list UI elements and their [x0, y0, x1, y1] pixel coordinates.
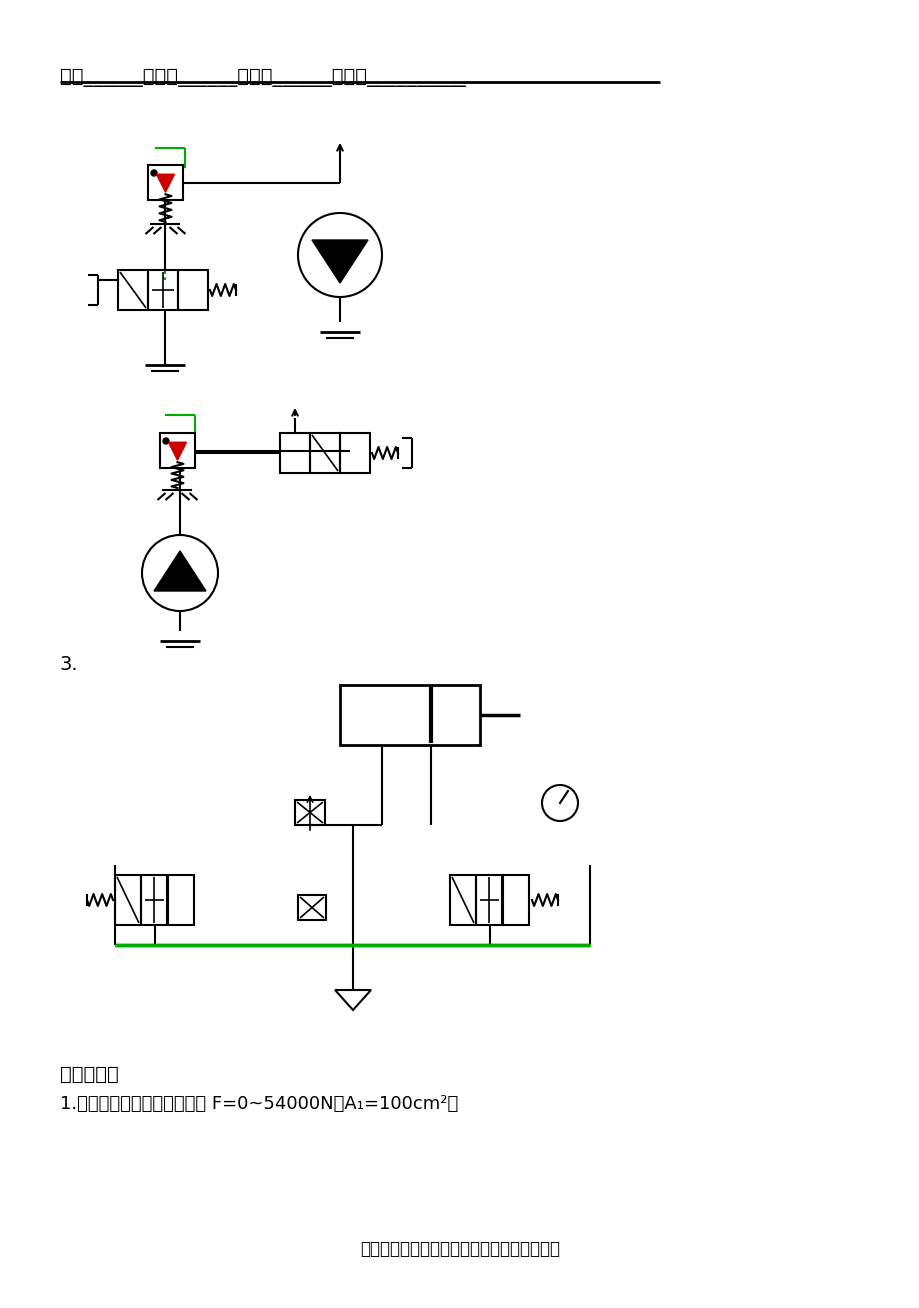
- Bar: [148, 269, 177, 310]
- Circle shape: [163, 438, 169, 443]
- Polygon shape: [156, 174, 175, 192]
- Bar: [310, 433, 340, 473]
- Text: 1.进口节流调速回路中，已知 F=0~54000N，A₁=100cm²，: 1.进口节流调速回路中，已知 F=0~54000N，A₁=100cm²，: [60, 1095, 458, 1113]
- Text: 六．计算题: 六．计算题: [60, 1065, 119, 1084]
- Bar: [340, 433, 369, 473]
- Bar: [475, 875, 502, 925]
- Bar: [118, 269, 148, 310]
- Bar: [115, 875, 141, 925]
- Polygon shape: [153, 551, 206, 591]
- Circle shape: [142, 535, 218, 611]
- Circle shape: [298, 213, 381, 297]
- Text: 3.: 3.: [60, 655, 78, 674]
- Text: 复习资料，自我完善，仅供参考，考完上交！: 复习资料，自我完善，仅供参考，考完上交！: [359, 1240, 560, 1258]
- Bar: [160, 433, 195, 468]
- Bar: [298, 895, 325, 920]
- Circle shape: [151, 170, 157, 177]
- Bar: [279, 433, 310, 473]
- Bar: [340, 685, 480, 746]
- Bar: [295, 800, 324, 825]
- Bar: [177, 269, 208, 310]
- Bar: [148, 165, 183, 200]
- Bar: [503, 875, 528, 925]
- Text: 年级______；层次______；专业______；姓名__________: 年级______；层次______；专业______；姓名__________: [60, 68, 465, 88]
- Bar: [168, 875, 194, 925]
- Polygon shape: [168, 442, 187, 460]
- Circle shape: [541, 785, 577, 821]
- Bar: [449, 875, 475, 925]
- Bar: [141, 875, 167, 925]
- Polygon shape: [312, 239, 368, 283]
